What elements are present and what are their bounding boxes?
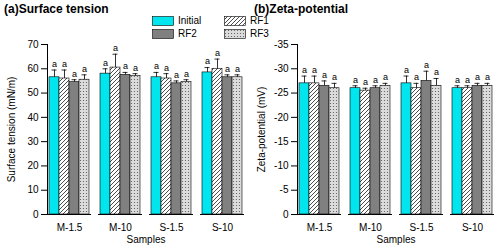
- svg-text:a: a: [485, 72, 490, 82]
- svg-text:a: a: [404, 65, 409, 75]
- svg-text:a: a: [363, 77, 368, 87]
- svg-text:-25: -25: [274, 87, 289, 98]
- html-text:RF3: RF3: [250, 28, 269, 39]
- svg-text:S-1.5: S-1.5: [410, 222, 434, 233]
- svg-text:a: a: [225, 64, 230, 74]
- svg-text:Zeta-potential (mV): Zeta-potential (mV): [256, 87, 267, 173]
- svg-text:a: a: [322, 70, 327, 80]
- svg-text:a: a: [353, 75, 358, 85]
- svg-text:a: a: [475, 72, 480, 82]
- svg-text:a: a: [215, 48, 220, 58]
- html-text:(b)Zeta-potential: (b)Zeta-potential: [254, 2, 348, 16]
- svg-text:a: a: [174, 70, 179, 80]
- html-text:RF1: RF1: [250, 15, 269, 26]
- svg-text:a: a: [62, 59, 67, 69]
- svg-text:a: a: [205, 56, 210, 66]
- svg-text:M-1.5: M-1.5: [57, 222, 83, 233]
- svg-text:-35: -35: [274, 39, 289, 50]
- svg-text:a: a: [164, 63, 169, 73]
- svg-text:a: a: [123, 61, 128, 71]
- svg-text:-10: -10: [274, 160, 289, 171]
- html-text:Initial: Initial: [178, 15, 202, 26]
- svg-text:70: 70: [27, 39, 39, 50]
- svg-text:-15: -15: [274, 136, 289, 147]
- svg-text:10: 10: [27, 184, 39, 195]
- svg-text:a: a: [373, 75, 378, 85]
- svg-text:a: a: [113, 43, 118, 53]
- svg-text:-20: -20: [274, 112, 289, 123]
- html-text:RF2: RF2: [178, 28, 197, 39]
- svg-text:M-1.5: M-1.5: [307, 222, 333, 233]
- svg-text:50: 50: [27, 87, 39, 98]
- svg-text:30: 30: [27, 136, 39, 147]
- svg-text:S-10: S-10: [462, 222, 484, 233]
- svg-text:a: a: [154, 61, 159, 71]
- svg-text:Surface tension (mN/m): Surface tension (mN/m): [6, 77, 17, 183]
- svg-text:-5: -5: [280, 184, 289, 195]
- svg-text:a: a: [414, 72, 419, 82]
- svg-text:40: 40: [27, 112, 39, 123]
- svg-text:0: 0: [33, 209, 39, 220]
- svg-text:a: a: [465, 75, 470, 85]
- svg-text:a: a: [383, 72, 388, 82]
- svg-text:a: a: [72, 69, 77, 79]
- svg-text:a: a: [52, 59, 57, 69]
- svg-text:a: a: [312, 65, 317, 75]
- svg-text:a: a: [82, 64, 87, 74]
- svg-text:a: a: [434, 67, 439, 77]
- svg-text:-30: -30: [274, 63, 289, 74]
- svg-text:Samples: Samples: [127, 234, 166, 245]
- svg-text:a: a: [455, 75, 460, 85]
- svg-text:S-1.5: S-1.5: [160, 222, 184, 233]
- svg-text:20: 20: [27, 160, 39, 171]
- svg-text:a: a: [235, 64, 240, 74]
- svg-text:Samples: Samples: [377, 234, 416, 245]
- svg-text:M-10: M-10: [359, 222, 382, 233]
- svg-text:a: a: [424, 60, 429, 70]
- svg-text:0: 0: [283, 209, 289, 220]
- svg-text:a: a: [133, 63, 138, 73]
- svg-text:a: a: [332, 72, 337, 82]
- svg-text:a: a: [184, 69, 189, 79]
- svg-text:60: 60: [27, 63, 39, 74]
- svg-text:a: a: [302, 65, 307, 75]
- svg-text:a: a: [103, 58, 108, 68]
- svg-text:M-10: M-10: [109, 222, 132, 233]
- html-text:(a)Surface tension: (a)Surface tension: [4, 2, 109, 16]
- svg-text:S-10: S-10: [212, 222, 234, 233]
